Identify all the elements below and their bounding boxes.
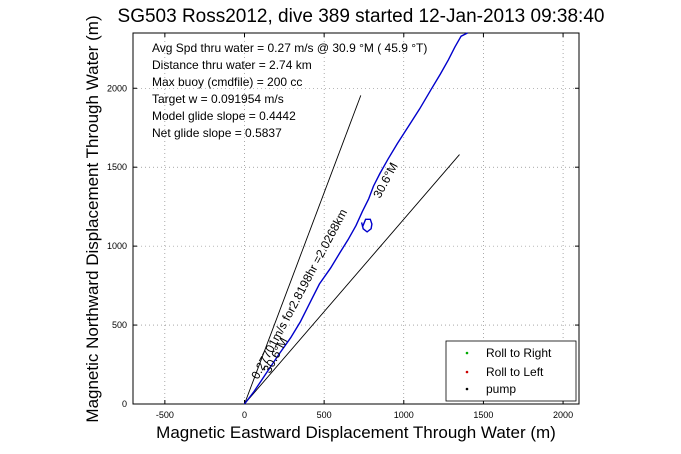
x-tick-label: -500 bbox=[156, 410, 174, 420]
series-glide-slope-steep bbox=[244, 95, 362, 405]
legend-label-pump: pump bbox=[486, 382, 516, 396]
x-tick-label: 1000 bbox=[394, 410, 414, 420]
series-glide-slope-shallow bbox=[244, 154, 460, 405]
annotation-speed-duration: 0.27701m/s for2.8198hr =2.0268km bbox=[248, 207, 350, 382]
legend-label-roll-left: Roll to Left bbox=[486, 365, 544, 379]
x-tick-label: 2000 bbox=[553, 410, 573, 420]
x-tick-label: 0 bbox=[242, 410, 247, 420]
series-track-loop bbox=[360, 218, 373, 233]
x-axis-label: Magnetic Eastward Displacement Through W… bbox=[156, 423, 556, 442]
stat-net-glide-slope: Net glide slope = 0.5837 bbox=[152, 126, 282, 140]
data-series bbox=[243, 32, 468, 405]
chart-title: SG503 Ross2012, dive 389 started 12-Jan-… bbox=[118, 6, 605, 27]
stat-model-glide-slope: Model glide slope = 0.4442 bbox=[152, 109, 296, 123]
y-tick-label: 500 bbox=[112, 320, 127, 330]
stats-box: Avg Spd thru water = 0.27 m/s @ 30.9 °M … bbox=[152, 41, 427, 140]
plot-area-frame bbox=[132, 32, 580, 405]
legend-marker-roll-right bbox=[465, 351, 469, 355]
stat-distance: Distance thru water = 2.74 km bbox=[152, 58, 312, 72]
series-track bbox=[243, 32, 468, 405]
y-tick-label: 1500 bbox=[107, 162, 127, 172]
x-tick-label: 500 bbox=[317, 410, 332, 420]
y-tick-label: 0 bbox=[122, 399, 127, 409]
stat-max-buoy: Max buoy (cmdfile) = 200 cc bbox=[152, 75, 302, 89]
legend-marker-pump bbox=[465, 387, 469, 391]
legend: Roll to Right Roll to Left pump bbox=[445, 340, 577, 402]
y-tick-label: 1000 bbox=[107, 241, 127, 251]
stat-avg-speed: Avg Spd thru water = 0.27 m/s @ 30.9 °M … bbox=[152, 41, 427, 55]
y-tick-label: 2000 bbox=[107, 83, 127, 93]
axis-ticks: -500 0 500 1000 1500 2000 0 500 1000 1500 2000 bbox=[107, 33, 579, 420]
legend-label-roll-right: Roll to Right bbox=[486, 346, 552, 360]
y-axis-label: Magnetic Northward Displacement Through … bbox=[83, 15, 102, 422]
annotation-heading-high: 30.6°M bbox=[370, 160, 400, 200]
legend-marker-roll-left bbox=[465, 370, 469, 374]
x-tick-label: 1500 bbox=[473, 410, 493, 420]
stat-target-w: Target w = 0.091954 m/s bbox=[152, 92, 284, 106]
